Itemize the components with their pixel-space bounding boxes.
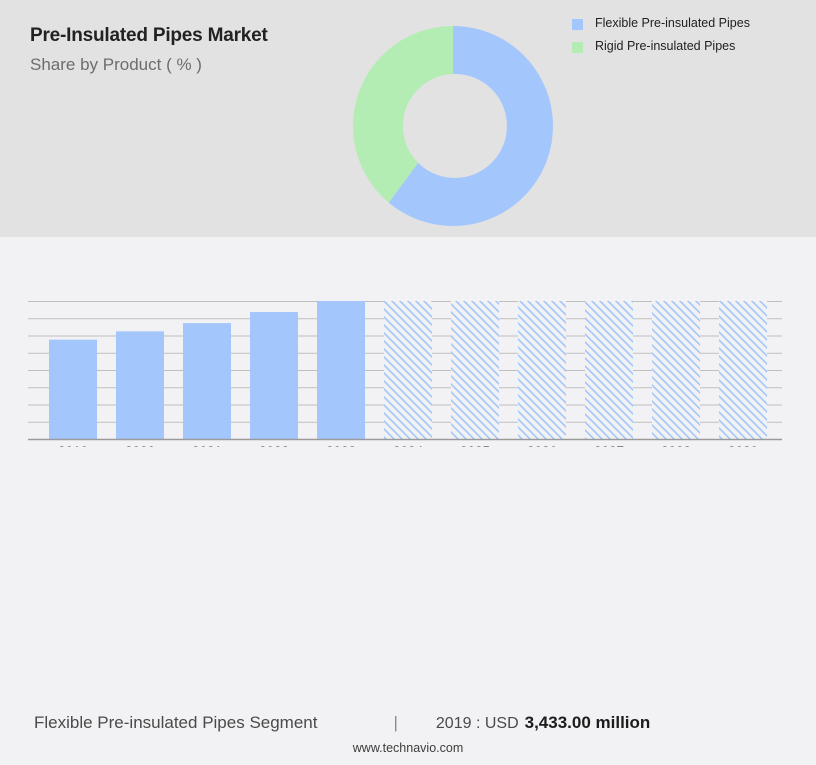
footer-value: 3,433.00 million <box>524 713 651 732</box>
bar-forecast[interactable] <box>451 301 499 439</box>
bars-group <box>49 301 767 439</box>
donut-slice-rigid <box>353 26 453 203</box>
bar-actual[interactable] <box>49 339 97 439</box>
donut-chart-panel: Pre-Insulated Pipes Market Share by Prod… <box>0 0 816 237</box>
legend: Flexible Pre-insulated Pipes Rigid Pre-i… <box>572 16 808 62</box>
x-axis-tick-label: 2025 <box>460 444 490 447</box>
x-axis-tick-label: 2029 <box>728 444 758 447</box>
bar-chart-svg: 2019 2020 2021 2022 2023 2024 2025 2026 2027 2028… <box>28 301 782 447</box>
legend-label-flexible: Flexible Pre-insulated Pipes <box>595 16 750 30</box>
x-axis-tick-label: 2026 <box>527 444 557 447</box>
x-axis-tick-label: 2024 <box>393 444 424 447</box>
x-axis-tick-label: 2028 <box>661 444 691 447</box>
x-axis-tick-labels: 2019 2020 2021 2022 2023 2024 2025 2026 2027 2028… <box>58 444 758 447</box>
x-axis-tick-label: 2027 <box>594 444 624 447</box>
bar-forecast[interactable] <box>652 301 700 439</box>
footer-url: www.technavio.com <box>352 741 464 755</box>
footer-year-label: 2019 : USD <box>435 715 519 732</box>
footer: Flexible Pre-insulated Pipes Segment | 2… <box>0 707 816 765</box>
x-axis-tick-label: 2021 <box>192 444 222 447</box>
bar-forecast[interactable] <box>719 301 767 439</box>
x-axis-tick-label: 2023 <box>326 444 356 447</box>
bar-chart-panel: 2019 2020 2021 2022 2023 2024 2025 2026 2027 2028… <box>0 237 816 755</box>
footer-divider: | <box>393 713 398 732</box>
square-swatch-icon <box>572 19 583 30</box>
footer-segment-label: Flexible Pre-insulated Pipes Segment <box>34 713 318 732</box>
legend-label-rigid: Rigid Pre-insulated Pipes <box>595 38 736 53</box>
page-subtitle: Share by Product ( % ) <box>30 54 202 74</box>
bar-actual[interactable] <box>317 301 365 439</box>
page-title: Pre-Insulated Pipes Market <box>30 25 268 46</box>
footer-summary: Flexible Pre-insulated Pipes Segment | 2… <box>34 713 794 733</box>
bar-chart: 2019 2020 2021 2022 2023 2024 2025 2026 2027 2028… <box>0 237 816 447</box>
bar-forecast[interactable] <box>585 301 633 439</box>
bar-actual[interactable] <box>116 331 164 439</box>
legend-item-flexible[interactable]: Flexible Pre-insulated Pipes <box>572 16 808 31</box>
bar-forecast[interactable] <box>384 301 432 439</box>
bar-actual[interactable] <box>250 312 298 439</box>
square-swatch-icon <box>572 41 583 53</box>
legend-item-rigid[interactable]: Rigid Pre-insulated Pipes <box>572 39 808 54</box>
bar-actual[interactable] <box>183 323 231 439</box>
bar-forecast[interactable] <box>518 301 566 439</box>
title-block: Pre-Insulated Pipes Market Share by Prod… <box>30 25 360 75</box>
x-axis-tick-label: 2019 <box>58 444 88 447</box>
donut-slice-flexible <box>388 26 553 226</box>
x-axis-tick-label: 2022 <box>259 444 289 447</box>
donut-chart <box>353 26 553 226</box>
x-axis-tick-label: 2020 <box>125 444 155 447</box>
donut-chart-svg <box>353 26 553 226</box>
